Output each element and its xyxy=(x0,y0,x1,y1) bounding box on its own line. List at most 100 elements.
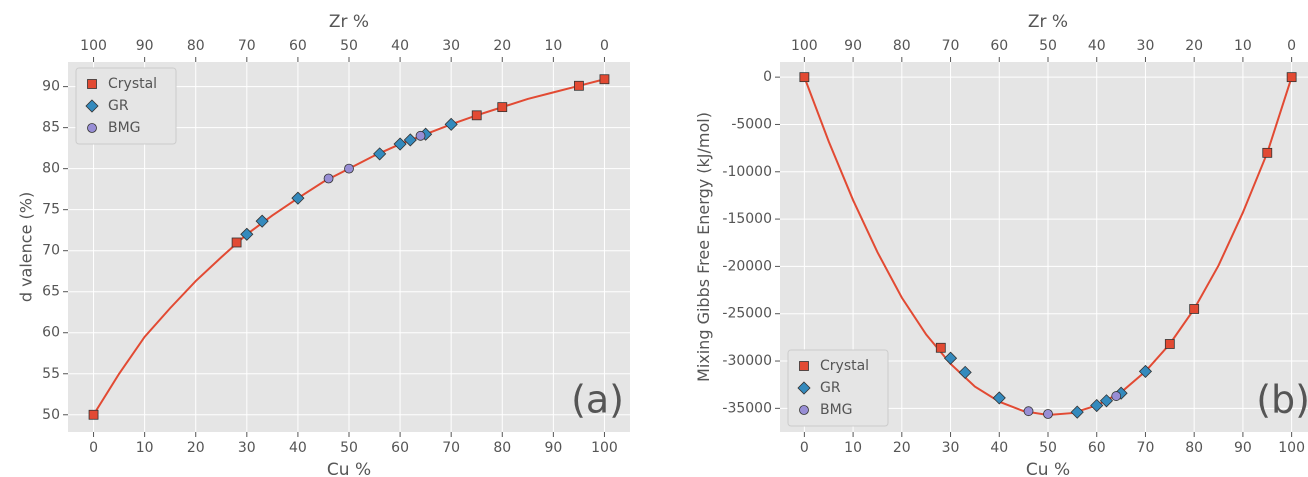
legend-label: Crystal xyxy=(108,76,157,92)
x-tick-label: 50 xyxy=(340,440,358,456)
x-tick-label: 0 xyxy=(800,440,809,456)
y-tick-label: -30000 xyxy=(722,353,772,369)
marker-diamond xyxy=(1138,364,1153,379)
y-tick-label: -35000 xyxy=(722,400,772,416)
marker-diamond xyxy=(255,214,269,228)
x-tick-label: 30 xyxy=(942,440,960,456)
x-tick-label: 40 xyxy=(990,440,1008,456)
x-tick-label: 90 xyxy=(544,440,562,456)
x2-tick-label: 20 xyxy=(1185,38,1203,54)
x2-tick-label: 80 xyxy=(187,38,205,54)
panel-label: (a) xyxy=(571,378,624,422)
y-tick-label: 80 xyxy=(42,161,60,177)
y-tick-label: 75 xyxy=(42,202,60,218)
y-tick-label: -5000 xyxy=(731,116,772,132)
legend-label: BMG xyxy=(108,120,141,136)
marker-square xyxy=(1189,304,1200,314)
y-tick-label: 70 xyxy=(42,243,60,259)
legend-box xyxy=(787,349,889,427)
x-tick-label: 40 xyxy=(289,440,307,456)
legend-label: GR xyxy=(108,98,129,114)
x-tick-label: 50 xyxy=(1039,440,1057,456)
marker-square xyxy=(231,237,242,248)
marker-diamond xyxy=(444,117,458,131)
x2-tick-label: 40 xyxy=(1088,38,1106,54)
x2-tick-label: 10 xyxy=(544,38,562,54)
x-axis-label: Cu % xyxy=(1026,460,1070,477)
marker-square xyxy=(497,102,508,113)
x2-tick-label: 10 xyxy=(1234,38,1252,54)
y-tick-label: -25000 xyxy=(722,306,772,322)
x-tick-label: 80 xyxy=(1185,440,1203,456)
y-tick-label: -20000 xyxy=(722,258,772,274)
x-tick-label: 0 xyxy=(89,440,98,456)
x2-tick-label: 80 xyxy=(893,38,911,54)
marker-diamond xyxy=(240,227,254,241)
y-tick-label: 60 xyxy=(42,325,60,341)
marker-square xyxy=(88,409,99,420)
x2-tick-label: 70 xyxy=(238,38,256,54)
x2-tick-label: 20 xyxy=(493,38,511,54)
marker-square xyxy=(799,72,810,83)
x2-tick-label: 90 xyxy=(844,38,862,54)
legend-label: GR xyxy=(820,380,841,396)
x2-tick-label: 30 xyxy=(1137,38,1155,54)
x2-tick-label: 50 xyxy=(340,38,358,54)
x-tick-label: 10 xyxy=(136,440,154,456)
x-tick-label: 70 xyxy=(442,440,460,456)
x-tick-label: 100 xyxy=(591,440,618,456)
x-tick-label: 100 xyxy=(1278,440,1305,456)
legend-label: Crystal xyxy=(820,358,869,374)
x2-tick-label: 100 xyxy=(80,38,107,54)
marker-diamond xyxy=(1099,394,1114,408)
x2-tick-label: 60 xyxy=(289,38,307,54)
marker-diamond xyxy=(797,381,811,395)
y-tick-label: 90 xyxy=(42,79,60,95)
x2-tick-label: 30 xyxy=(442,38,460,54)
marker-diamond xyxy=(291,191,305,205)
x2-tick-label: 50 xyxy=(1039,38,1057,54)
x-tick-label: 80 xyxy=(493,440,511,456)
x2-tick-label: 0 xyxy=(1287,38,1296,54)
marker-circle xyxy=(1043,409,1053,419)
x2-tick-label: 70 xyxy=(942,38,960,54)
marker-circle xyxy=(344,163,354,174)
x2-tick-label: 40 xyxy=(391,38,409,54)
x-tick-label: 20 xyxy=(187,440,205,456)
marker-circle xyxy=(323,173,334,184)
x2-tick-label: 90 xyxy=(136,38,154,54)
y-tick-label: 55 xyxy=(42,366,60,382)
x-tick-label: 90 xyxy=(1234,440,1252,456)
y-axis-label: d valence (%) xyxy=(16,192,35,302)
marker-diamond xyxy=(1090,398,1104,413)
x2-axis-label: Zr % xyxy=(329,12,369,32)
marker-square xyxy=(574,80,584,91)
y-tick-label: 85 xyxy=(42,120,60,136)
x-tick-label: 70 xyxy=(1137,440,1155,456)
y-axis-label: Mixing Gibbs Free Energy (kJ/mol) xyxy=(694,112,713,382)
y-tick-label: 0 xyxy=(763,69,772,85)
x-tick-label: 10 xyxy=(844,440,862,456)
marker-circle xyxy=(87,123,97,133)
x2-axis-label: Zr % xyxy=(1028,12,1068,32)
marker-square xyxy=(799,361,809,371)
y-tick-label: -10000 xyxy=(722,164,772,180)
y-tick-label: -15000 xyxy=(722,211,772,227)
x-axis-label: Cu % xyxy=(327,460,371,477)
marker-diamond xyxy=(943,351,958,365)
marker-diamond xyxy=(85,99,99,113)
marker-diamond xyxy=(958,365,972,379)
marker-diamond xyxy=(1070,405,1084,419)
x2-tick-label: 0 xyxy=(600,38,609,54)
marker-circle xyxy=(1023,406,1034,417)
x-tick-label: 60 xyxy=(391,440,409,456)
legend-label: BMG xyxy=(820,402,853,418)
marker-square xyxy=(1286,72,1297,83)
marker-square xyxy=(1262,147,1273,158)
legend-box xyxy=(75,67,177,145)
x-tick-label: 20 xyxy=(893,440,911,456)
marker-square xyxy=(599,74,610,85)
marker-circle xyxy=(415,130,426,141)
marker-circle xyxy=(799,405,809,415)
